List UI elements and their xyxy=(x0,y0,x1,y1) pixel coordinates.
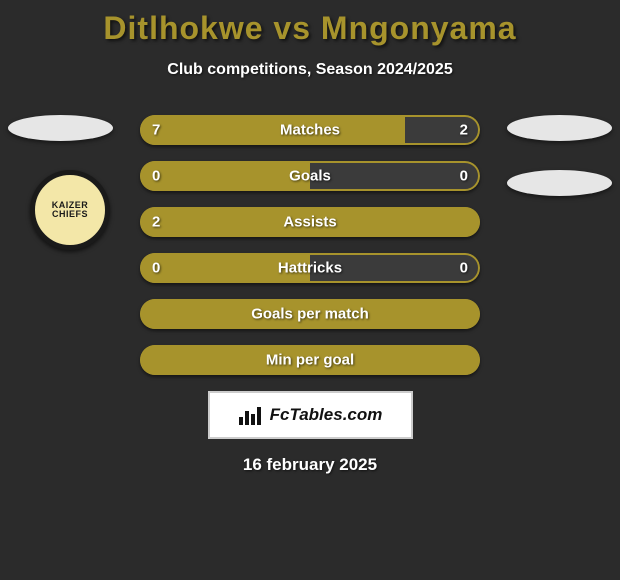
bar-right-value: 2 xyxy=(460,122,468,139)
player-left-placeholder xyxy=(8,115,113,141)
bar-left-value: 7 xyxy=(152,122,160,139)
comparison-stage: KAIZER CHIEFS Matches72Goals00Assists2Ha… xyxy=(0,115,620,375)
page-title: Ditlhokwe vs Mngonyama xyxy=(0,0,620,47)
stat-bars: Matches72Goals00Assists2Hattricks00Goals… xyxy=(140,115,480,375)
bar-label: Goals xyxy=(140,168,480,185)
player-right-placeholder-1 xyxy=(507,115,612,141)
bar-label: Min per goal xyxy=(140,352,480,369)
player-right-placeholder-2 xyxy=(507,170,612,196)
bar-label: Assists xyxy=(140,214,480,231)
bar-right-value: 0 xyxy=(460,260,468,277)
club-badge-left: KAIZER CHIEFS xyxy=(30,170,110,250)
bar-label: Matches xyxy=(140,122,480,139)
generation-date: 16 february 2025 xyxy=(0,455,620,475)
club-badge-text: KAIZER CHIEFS xyxy=(35,201,105,220)
bar-label: Goals per match xyxy=(140,306,480,323)
stat-bar-assists: Assists2 xyxy=(140,207,480,237)
bars-icon xyxy=(238,405,264,425)
bar-left-value: 0 xyxy=(152,168,160,185)
footer-text: FcTables.com xyxy=(270,405,383,425)
stat-bar-min-per-goal: Min per goal xyxy=(140,345,480,375)
stat-bar-goals-per-match: Goals per match xyxy=(140,299,480,329)
bar-left-value: 0 xyxy=(152,260,160,277)
stat-bar-goals: Goals0 0 xyxy=(140,161,480,191)
page-subtitle: Club competitions, Season 2024/2025 xyxy=(0,61,620,79)
bar-right-value: 0 xyxy=(460,168,468,185)
bar-left-value: 2 xyxy=(152,214,160,231)
stat-bar-hattricks: Hattricks0 0 xyxy=(140,253,480,283)
stat-bar-matches: Matches7 2 xyxy=(140,115,480,145)
bar-label: Hattricks xyxy=(140,260,480,277)
footer-attribution: FcTables.com xyxy=(208,391,413,439)
